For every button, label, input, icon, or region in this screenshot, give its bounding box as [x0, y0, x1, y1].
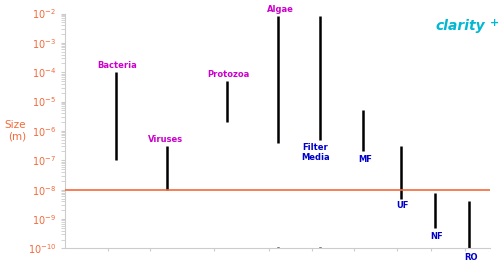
- Text: clarity: clarity: [436, 19, 485, 33]
- Text: Protozoa: Protozoa: [208, 70, 250, 79]
- Text: RO: RO: [464, 253, 478, 262]
- Text: MF: MF: [358, 155, 372, 164]
- Text: NF: NF: [430, 232, 443, 241]
- Y-axis label: Size
(m): Size (m): [4, 120, 26, 142]
- Text: Bacteria: Bacteria: [97, 61, 136, 70]
- Text: Viruses: Viruses: [148, 135, 183, 144]
- Text: Filter
Media: Filter Media: [301, 143, 330, 162]
- Text: UF: UF: [396, 201, 409, 210]
- Text: +: +: [490, 18, 499, 28]
- Text: Algae: Algae: [267, 5, 294, 14]
